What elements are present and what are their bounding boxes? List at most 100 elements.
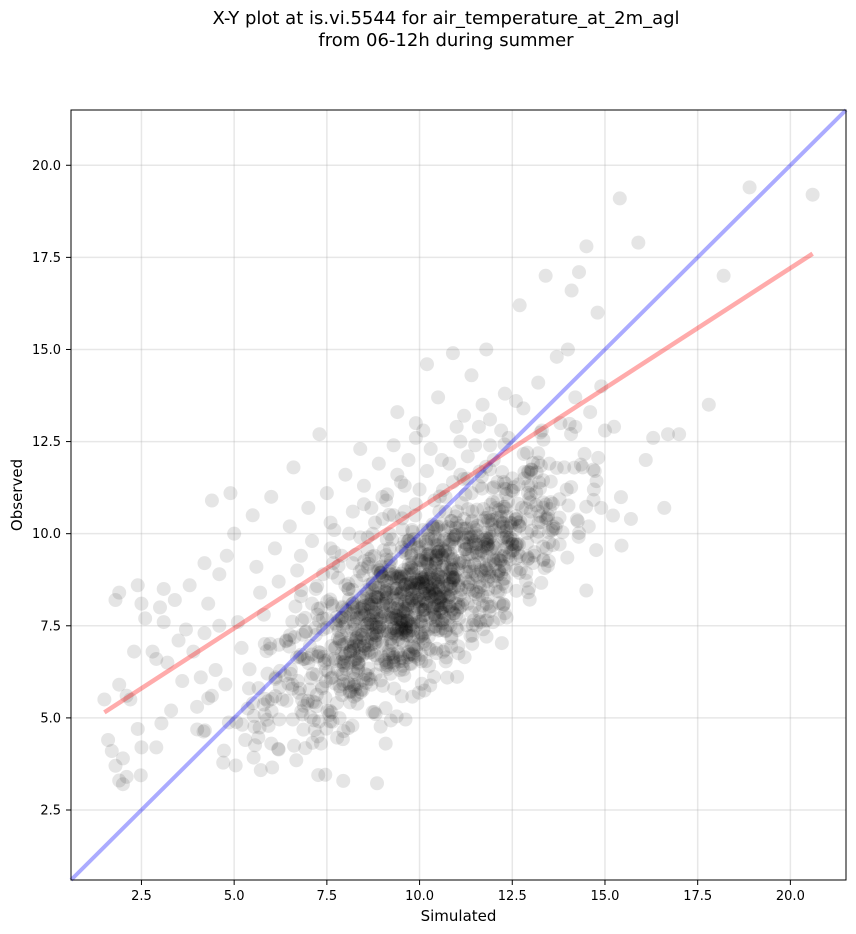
data-point	[581, 519, 596, 534]
data-point	[438, 504, 453, 519]
data-point	[410, 637, 425, 652]
data-point	[329, 696, 344, 711]
data-point	[536, 432, 551, 447]
data-point	[434, 613, 449, 628]
data-point	[586, 462, 601, 477]
data-point	[373, 612, 388, 627]
data-point	[335, 599, 350, 614]
data-point	[445, 573, 460, 588]
data-point	[567, 460, 582, 475]
data-point	[354, 607, 369, 622]
data-point	[283, 628, 298, 643]
data-point	[253, 763, 268, 778]
data-point	[543, 474, 558, 489]
data-point	[335, 601, 350, 616]
data-point	[504, 516, 519, 531]
data-point	[390, 623, 405, 638]
data-point	[394, 620, 409, 635]
data-point	[313, 601, 328, 616]
data-point	[441, 589, 456, 604]
data-point	[331, 558, 346, 573]
data-point	[390, 622, 405, 637]
data-point	[435, 558, 450, 573]
data-point	[365, 705, 380, 720]
data-point	[251, 681, 266, 696]
data-point	[375, 569, 390, 584]
data-point	[476, 578, 491, 593]
data-point	[436, 572, 451, 587]
data-point	[186, 644, 201, 659]
data-point	[417, 683, 432, 698]
data-point	[501, 430, 516, 445]
data-point	[444, 631, 459, 646]
data-point	[438, 544, 453, 559]
data-point	[388, 581, 403, 596]
data-point	[387, 681, 402, 696]
data-point	[496, 548, 511, 563]
data-point	[318, 690, 333, 705]
data-point	[368, 667, 383, 682]
data-point	[476, 532, 491, 547]
chart-title-line-1: X-Y plot at is.vi.5544 for air_temperatu…	[212, 8, 680, 29]
data-point	[438, 599, 453, 614]
data-point	[411, 651, 426, 666]
data-point	[465, 636, 480, 651]
data-point	[394, 544, 409, 559]
data-point	[496, 499, 511, 514]
data-point	[573, 457, 588, 472]
data-point	[350, 660, 365, 675]
data-point	[404, 593, 419, 608]
data-point	[294, 613, 309, 628]
data-point	[366, 605, 381, 620]
data-point	[393, 650, 408, 665]
data-point	[459, 537, 474, 552]
data-point	[443, 561, 458, 576]
data-point	[346, 679, 361, 694]
data-point	[458, 487, 473, 502]
data-point	[400, 614, 415, 629]
data-point	[468, 526, 483, 541]
data-point	[346, 677, 361, 692]
data-point	[493, 549, 508, 564]
data-point	[445, 570, 460, 585]
data-point	[374, 559, 389, 574]
data-point	[134, 596, 149, 611]
data-point	[497, 559, 512, 574]
data-point	[389, 709, 404, 724]
data-point	[453, 434, 468, 449]
data-point	[511, 477, 526, 492]
data-point	[336, 677, 351, 692]
data-point	[323, 541, 338, 556]
data-point	[402, 567, 417, 582]
data-point	[212, 618, 227, 633]
data-point	[378, 701, 393, 716]
data-point	[397, 562, 412, 577]
data-point	[568, 390, 583, 405]
data-point	[413, 625, 428, 640]
data-point	[156, 615, 171, 630]
data-point	[367, 548, 382, 563]
data-point	[471, 585, 486, 600]
data-point	[460, 530, 475, 545]
data-point	[310, 578, 325, 593]
data-point	[480, 537, 495, 552]
data-point	[293, 548, 308, 563]
data-point	[540, 511, 555, 526]
data-point	[398, 543, 413, 558]
data-point	[434, 453, 449, 467]
data-point	[422, 548, 437, 563]
data-point	[264, 736, 279, 751]
data-point	[475, 598, 490, 613]
data-point	[553, 416, 568, 431]
data-point	[512, 518, 527, 533]
regression-fit-line	[103, 251, 814, 715]
data-point	[330, 662, 345, 677]
data-point	[439, 597, 454, 612]
data-point	[445, 346, 460, 361]
data-point	[379, 590, 394, 605]
data-point	[395, 634, 410, 649]
data-point	[402, 532, 417, 547]
data-point	[515, 500, 530, 515]
data-point	[415, 603, 430, 618]
data-point	[529, 498, 544, 513]
